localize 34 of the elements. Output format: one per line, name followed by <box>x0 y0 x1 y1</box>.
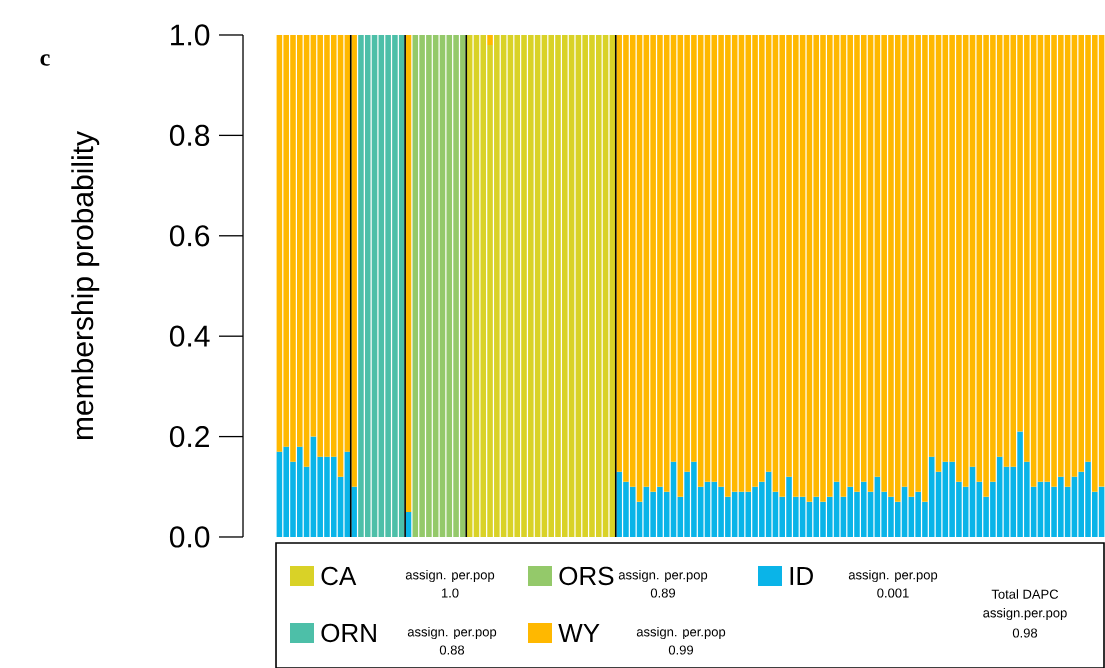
y-tick-label: 1.0 <box>171 24 210 46</box>
text: c <box>40 54 50 66</box>
text: assign. per.pop <box>407 626 497 640</box>
bar <box>609 34 616 537</box>
y-tick-label: 0.8 <box>169 124 210 147</box>
text: 0.99 <box>668 645 694 655</box>
legend-label: CA <box>321 566 357 586</box>
text: assign. per.pop <box>618 569 708 583</box>
legend-label: WY <box>558 624 600 642</box>
text: 0.89 <box>650 588 676 598</box>
text: assign.per.pop <box>983 607 1067 621</box>
y-tick-label: 0.4 <box>169 325 210 347</box>
text: assign. per.pop <box>848 569 938 583</box>
bar <box>704 34 711 482</box>
legend-label: ORN <box>321 623 376 643</box>
y-tick-label: 0.6 <box>169 225 210 247</box>
text: 0.001 <box>877 588 909 598</box>
text: 1.0 <box>441 588 459 598</box>
bar <box>344 34 351 452</box>
y-axis-title: membership probability <box>71 131 100 440</box>
bar <box>466 34 473 537</box>
legend-label: ORS <box>559 566 614 586</box>
text: 0.98 <box>1012 628 1038 638</box>
bar <box>351 34 357 487</box>
y-tick-label: 0.2 <box>169 425 209 448</box>
bar <box>487 34 493 46</box>
text: assign. per.pop <box>636 626 726 640</box>
legend-label: ID <box>790 567 813 585</box>
text: assign. per.pop <box>405 569 495 583</box>
text: Total DAPC <box>991 589 1059 599</box>
bar <box>405 34 412 512</box>
bar <box>969 34 976 467</box>
y-tick-label: 0.0 <box>169 526 210 548</box>
text: 0.88 <box>439 645 465 655</box>
